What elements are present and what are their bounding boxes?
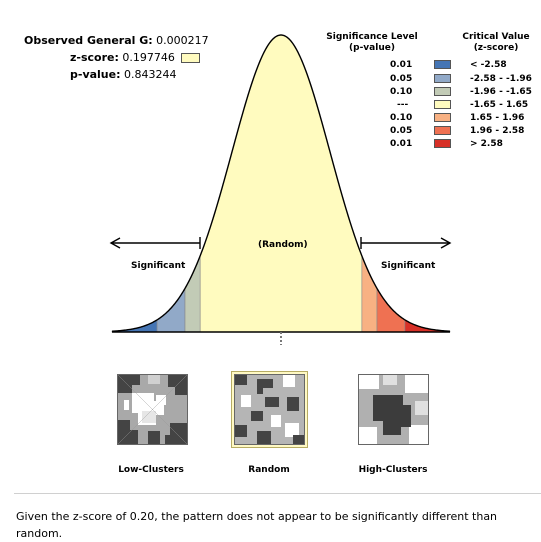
legend-swatch — [434, 139, 451, 148]
random-caption: Random — [248, 465, 290, 475]
observed-g-value: 0.000217 — [156, 34, 209, 47]
significance-header: Significance Level (p-value) — [326, 32, 418, 54]
critical-header-line1: Critical Value — [462, 32, 530, 42]
observed-g-row: Observed General G: 0.000217 — [24, 32, 209, 49]
legend-p: --- — [397, 100, 409, 110]
right-significant-label: Significant — [381, 261, 436, 271]
legend-swatch — [434, 87, 451, 96]
curve-region-3 — [199, 34, 363, 333]
low-clusters-map — [117, 374, 188, 445]
section-divider — [14, 493, 541, 494]
low-clusters-map-image — [118, 375, 187, 444]
legend-swatch — [434, 100, 451, 109]
random-region-label: (Random) — [258, 240, 308, 250]
legend-p: 0.05 — [390, 126, 413, 136]
legend-p: 0.10 — [390, 113, 413, 123]
legend-swatch — [434, 74, 451, 83]
random-map-image — [235, 375, 304, 444]
legend-p: 0.01 — [390, 139, 413, 149]
curve-region-fills — [111, 34, 451, 333]
legend-swatch — [434, 126, 451, 135]
critical-header-line2: (z-score) — [473, 43, 519, 53]
high-clusters-caption: High-Clusters — [358, 465, 428, 475]
legend-z: -1.96 - -1.65 — [470, 87, 532, 97]
legend-swatch — [434, 113, 451, 122]
legend-z: 1.96 - 2.58 — [470, 126, 525, 136]
p-value-label: p-value: — [70, 68, 121, 81]
curve-region-4 — [361, 255, 378, 333]
z-score-swatch — [181, 53, 201, 63]
significance-header-line1: Significance Level — [326, 32, 418, 42]
high-clusters-map — [358, 374, 429, 445]
right-arrow-icon — [360, 237, 452, 249]
critical-header: Critical Value (z-score) — [461, 32, 531, 54]
p-value-value: 0.843244 — [124, 68, 177, 81]
curve-outline — [111, 34, 451, 332]
curve-region-2 — [184, 255, 201, 333]
legend-z: -2.58 - -1.96 — [470, 74, 532, 84]
low-clusters-caption: Low-Clusters — [118, 465, 184, 475]
legend-z: 1.65 - 1.96 — [470, 113, 525, 123]
p-value-row: p-value: 0.843244 — [70, 66, 177, 83]
legend-z: -1.65 - 1.65 — [470, 100, 529, 110]
normal-distribution-curve — [109, 34, 452, 345]
interpretation-message: Given the z-score of 0.20, the pattern d… — [16, 510, 498, 540]
legend-p: 0.05 — [390, 74, 413, 84]
z-score-row: z-score: 0.197746 — [70, 49, 201, 66]
legend-swatch — [434, 60, 451, 69]
left-arrow-icon — [109, 237, 201, 249]
legend-p: 0.01 — [390, 60, 413, 70]
observed-g-label: Observed General G: — [24, 34, 153, 47]
left-significant-label: Significant — [131, 261, 186, 271]
legend-z: > 2.58 — [470, 139, 503, 149]
high-clusters-map-image — [359, 375, 428, 444]
significance-header-line2: (p-value) — [349, 43, 395, 53]
legend-z: < -2.58 — [470, 60, 507, 70]
z-score-label: z-score: — [70, 51, 119, 64]
random-map — [234, 374, 305, 445]
z-score-value: 0.197746 — [122, 51, 175, 64]
legend-p: 0.10 — [390, 87, 413, 97]
